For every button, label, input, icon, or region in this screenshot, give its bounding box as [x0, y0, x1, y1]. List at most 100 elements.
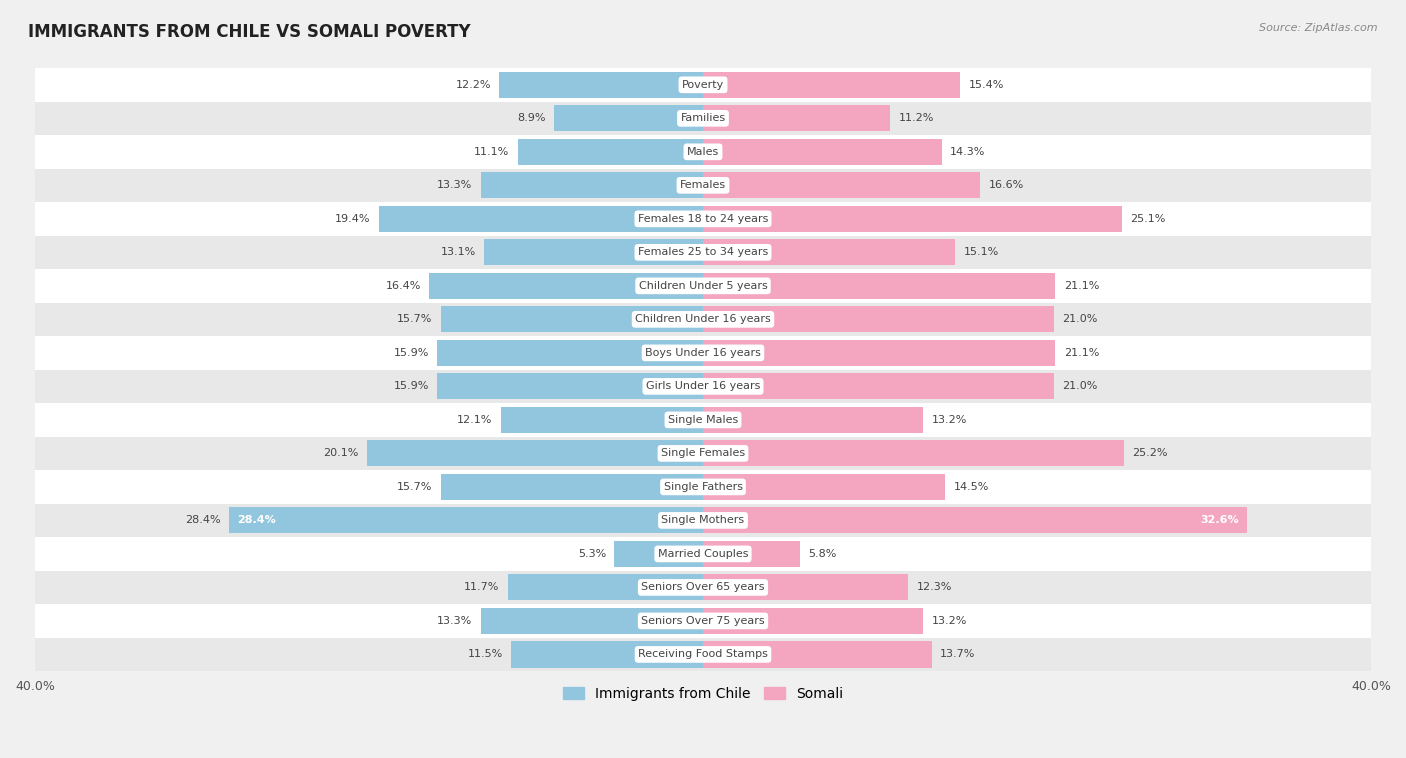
Bar	[703, 72, 960, 98]
Bar	[703, 440, 1123, 466]
Text: 15.9%: 15.9%	[394, 348, 429, 358]
Bar	[554, 105, 703, 131]
Text: 11.2%: 11.2%	[898, 113, 934, 124]
Text: 12.2%: 12.2%	[456, 80, 491, 89]
Bar	[35, 202, 1371, 236]
Bar	[35, 470, 1371, 503]
Bar	[437, 373, 703, 399]
Text: 15.4%: 15.4%	[969, 80, 1004, 89]
Bar	[501, 407, 703, 433]
Text: 12.1%: 12.1%	[457, 415, 492, 425]
Bar	[35, 571, 1371, 604]
Bar	[35, 403, 1371, 437]
Text: Seniors Over 75 years: Seniors Over 75 years	[641, 616, 765, 626]
Bar	[508, 575, 703, 600]
Text: 16.6%: 16.6%	[988, 180, 1024, 190]
Text: Children Under 5 years: Children Under 5 years	[638, 281, 768, 291]
Bar	[703, 340, 1056, 366]
Text: 5.8%: 5.8%	[808, 549, 837, 559]
Text: 15.7%: 15.7%	[396, 482, 433, 492]
Text: 32.6%: 32.6%	[1201, 515, 1239, 525]
Bar	[703, 507, 1247, 534]
Bar	[437, 340, 703, 366]
Bar	[35, 637, 1371, 671]
Bar	[35, 236, 1371, 269]
Text: 13.3%: 13.3%	[437, 180, 472, 190]
Bar	[481, 172, 703, 199]
Text: 8.9%: 8.9%	[517, 113, 546, 124]
Text: 14.3%: 14.3%	[950, 147, 986, 157]
Bar	[510, 641, 703, 668]
Text: 13.2%: 13.2%	[932, 616, 967, 626]
Bar	[703, 641, 932, 668]
Text: Families: Families	[681, 113, 725, 124]
Text: 15.7%: 15.7%	[396, 315, 433, 324]
Bar	[614, 541, 703, 567]
Text: IMMIGRANTS FROM CHILE VS SOMALI POVERTY: IMMIGRANTS FROM CHILE VS SOMALI POVERTY	[28, 23, 471, 41]
Bar	[517, 139, 703, 165]
Bar	[367, 440, 703, 466]
Bar	[380, 205, 703, 232]
Text: Children Under 16 years: Children Under 16 years	[636, 315, 770, 324]
Bar	[703, 306, 1053, 333]
Bar	[703, 575, 908, 600]
Text: Married Couples: Married Couples	[658, 549, 748, 559]
Text: Males: Males	[688, 147, 718, 157]
Text: Single Females: Single Females	[661, 449, 745, 459]
Bar	[35, 269, 1371, 302]
Bar	[441, 306, 703, 333]
Bar	[703, 541, 800, 567]
Text: 13.2%: 13.2%	[932, 415, 967, 425]
Bar	[35, 537, 1371, 571]
Text: 15.9%: 15.9%	[394, 381, 429, 391]
Text: Boys Under 16 years: Boys Under 16 years	[645, 348, 761, 358]
Text: Single Fathers: Single Fathers	[664, 482, 742, 492]
Text: 25.1%: 25.1%	[1130, 214, 1166, 224]
Bar	[703, 240, 955, 265]
Bar	[35, 302, 1371, 336]
Text: 13.1%: 13.1%	[440, 247, 475, 258]
Text: 11.1%: 11.1%	[474, 147, 509, 157]
Bar	[703, 273, 1056, 299]
Text: 11.7%: 11.7%	[464, 582, 499, 593]
Bar	[35, 336, 1371, 370]
Bar	[703, 608, 924, 634]
Text: Females: Females	[681, 180, 725, 190]
Bar	[703, 373, 1053, 399]
Text: Girls Under 16 years: Girls Under 16 years	[645, 381, 761, 391]
Bar	[703, 407, 924, 433]
Text: Females 25 to 34 years: Females 25 to 34 years	[638, 247, 768, 258]
Bar	[35, 370, 1371, 403]
Bar	[441, 474, 703, 500]
Bar	[484, 240, 703, 265]
Text: Single Mothers: Single Mothers	[661, 515, 745, 525]
Text: 21.0%: 21.0%	[1062, 315, 1098, 324]
Text: 16.4%: 16.4%	[385, 281, 420, 291]
Text: 28.4%: 28.4%	[184, 515, 221, 525]
Legend: Immigrants from Chile, Somali: Immigrants from Chile, Somali	[557, 681, 849, 706]
Bar	[35, 168, 1371, 202]
Text: 13.7%: 13.7%	[941, 650, 976, 659]
Bar	[429, 273, 703, 299]
Bar	[35, 437, 1371, 470]
Bar	[499, 72, 703, 98]
Text: 11.5%: 11.5%	[467, 650, 502, 659]
Bar	[35, 135, 1371, 168]
Text: Poverty: Poverty	[682, 80, 724, 89]
Bar	[481, 608, 703, 634]
Text: 14.5%: 14.5%	[953, 482, 988, 492]
Text: 21.1%: 21.1%	[1064, 281, 1099, 291]
Bar	[35, 68, 1371, 102]
Bar	[703, 205, 1122, 232]
Bar	[703, 172, 980, 199]
Bar	[35, 102, 1371, 135]
Text: 28.4%: 28.4%	[238, 515, 276, 525]
Text: Source: ZipAtlas.com: Source: ZipAtlas.com	[1260, 23, 1378, 33]
Text: 13.3%: 13.3%	[437, 616, 472, 626]
Text: Receiving Food Stamps: Receiving Food Stamps	[638, 650, 768, 659]
Bar	[35, 503, 1371, 537]
Text: Females 18 to 24 years: Females 18 to 24 years	[638, 214, 768, 224]
Text: 12.3%: 12.3%	[917, 582, 952, 593]
Text: 21.1%: 21.1%	[1064, 348, 1099, 358]
Text: 15.1%: 15.1%	[963, 247, 998, 258]
